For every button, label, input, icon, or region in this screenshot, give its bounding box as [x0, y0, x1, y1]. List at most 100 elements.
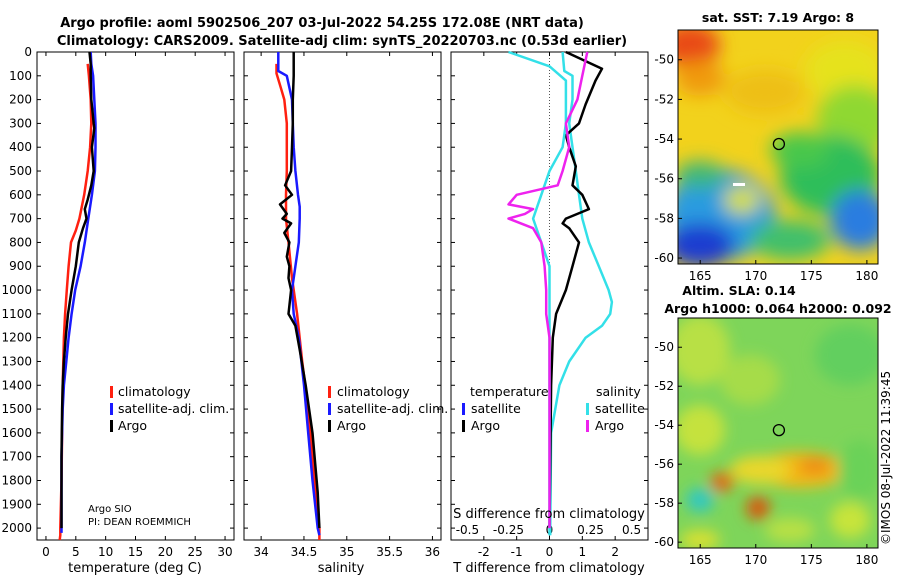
- salinity-legend: climatology satellite-adj. clim. Argo: [328, 384, 448, 433]
- sla-map-title: Altim. SLA: 0.14: [682, 283, 796, 298]
- salinity-axes-frame: [243, 51, 442, 541]
- x-tick-label: -1: [511, 545, 523, 559]
- legend-marker-climatology: [110, 386, 113, 398]
- y-tick-label: 300: [9, 116, 32, 130]
- map-y-tick-label: -60: [654, 535, 674, 549]
- y-tick-label: 1100: [1, 307, 32, 321]
- legend-label-t-argo: Argo: [471, 418, 500, 433]
- y-tick-label: 700: [9, 212, 32, 226]
- difference-depth-ticks: [451, 51, 648, 529]
- map-y-tick-label: -60: [654, 251, 674, 265]
- x-tick-label: 34: [253, 545, 268, 559]
- x-tick-label: 35: [339, 545, 354, 559]
- salinity-panel: 34 34.5 35 35.5 36 salinity climatology sate…: [243, 51, 448, 576]
- y-tick-label: 1700: [1, 450, 32, 464]
- sla-map-field: [678, 318, 878, 548]
- temperature-panel: 0100200300400500600700800900100011001200…: [1, 45, 235, 576]
- map-x-tick-label: 175: [800, 269, 823, 283]
- x-tick-label: 36: [425, 545, 440, 559]
- map-y-tick-label: -54: [654, 132, 674, 146]
- legend-marker-argo: [110, 420, 113, 432]
- legend-label-argo: Argo: [118, 418, 147, 433]
- map-y-tick-label: -52: [654, 379, 674, 393]
- x2-tick-label: -0.5: [456, 523, 479, 537]
- series-line-salinity-argo: [507, 51, 589, 529]
- x-tick-label: 25: [188, 545, 203, 559]
- map-x-tick-label: 170: [744, 269, 767, 283]
- legend-marker-s-satellite: [586, 403, 589, 415]
- legend-marker-climatology: [328, 386, 331, 398]
- argo-position-marker: [772, 137, 786, 151]
- x-tick-label: 20: [158, 545, 173, 559]
- x-tick-label: 35.5: [376, 545, 403, 559]
- map-y-tick-label: -56: [654, 172, 674, 186]
- y-tick-label: 2000: [1, 521, 32, 535]
- map-x-tick-label: 175: [800, 553, 823, 567]
- sst-map-frame: [677, 29, 879, 265]
- y-tick-label: 1600: [1, 426, 32, 440]
- title-line-1: Argo profile: aoml 5902506_207 03-Jul-20…: [60, 16, 584, 31]
- legend-label-s-satellite: satellite: [595, 401, 645, 416]
- y-tick-label: 1500: [1, 402, 32, 416]
- x2-tick-label: 0.5: [622, 523, 641, 537]
- x2-tick-label: -0.25: [493, 523, 524, 537]
- legend-label-s-argo: Argo: [595, 418, 624, 433]
- map-y-tick-label: -50: [654, 340, 674, 354]
- map-y-tick-label: -56: [654, 457, 674, 471]
- legend-label-satellite-adj: satellite-adj. clim.: [337, 401, 448, 416]
- y-tick-label: 800: [9, 235, 32, 249]
- map-y-tick-label: -58: [654, 211, 674, 225]
- x-tick-label: 34.5: [291, 545, 318, 559]
- y-tick-label: 1800: [1, 473, 32, 487]
- x2-tick-label: 0.25: [577, 523, 604, 537]
- legend-marker-satellite-adj: [328, 403, 331, 415]
- legend-marker-t-argo: [462, 420, 465, 432]
- legend-marker-s-argo: [586, 420, 589, 432]
- argo-position-marker: [772, 423, 786, 437]
- legend-label-climatology: climatology: [118, 384, 191, 399]
- legend-label-satellite-adj: satellite-adj. clim.: [118, 401, 229, 416]
- sla-map-ticks: 165 170 175 180 -50 -52 -54 -56 -58 -60: [654, 340, 878, 567]
- y-tick-label: 100: [9, 69, 32, 83]
- y-tick-label: 0: [24, 45, 32, 59]
- difference-lines: [507, 50, 614, 536]
- y-tick-label: 1300: [1, 354, 32, 368]
- x-tick-label: 2: [611, 545, 619, 559]
- copyright-timestamp: ©IMOS 08-Jul-2022 11:39:45: [879, 371, 893, 545]
- y-tick-label: 400: [9, 140, 32, 154]
- sst-map-ticks: 165 170 175 180 -50 -52 -54 -56 -58 -60: [654, 53, 878, 283]
- legend-marker-t-satellite: [462, 403, 465, 415]
- sla-map-panel: Altim. SLA: 0.14 Argo h1000: 0.064 h2000…: [654, 283, 891, 567]
- map-x-tick-label: 165: [689, 269, 712, 283]
- temperature-legend: climatology satellite-adj. clim. Argo: [110, 384, 229, 433]
- sla-map-subtitle: Argo h1000: 0.064 h2000: 0.092: [664, 301, 891, 316]
- sst-map-title: sat. SST: 7.19 Argo: 8: [702, 10, 854, 25]
- temperature-xlabel: temperature (deg C): [68, 561, 202, 576]
- legend-title-temperature: temperature: [470, 384, 549, 399]
- t-difference-xlabel: T difference from climatology: [452, 561, 645, 576]
- temperature-x-ticks: 0 5 10 15 20 25 30: [42, 52, 233, 559]
- map-x-tick-label: 180: [855, 269, 878, 283]
- y-tick-label: 1000: [1, 283, 32, 297]
- x-tick-label: 10: [98, 545, 113, 559]
- credit-float: Argo SIO: [88, 504, 132, 515]
- difference-panel: -2 -1 0 1 2-0.5 -0.25 0 0.25 0.5 T difference fr…: [450, 50, 649, 576]
- x-tick-label: 1: [579, 545, 587, 559]
- x-tick-label: -2: [478, 545, 490, 559]
- salinity-xlabel: salinity: [318, 561, 365, 576]
- map-x-tick-label: 170: [744, 553, 767, 567]
- map-y-tick-label: -58: [654, 496, 674, 510]
- sst-map-panel: sat. SST: 7.19 Argo: 8 165 170: [654, 10, 879, 283]
- map-x-tick-label: 180: [855, 553, 878, 567]
- legend-marker-satellite-adj: [110, 403, 113, 415]
- depth-ticks: 0 100 200 300 400 500 600 700 800 900 1000 1100 1200…: [1, 45, 234, 535]
- s-difference-xlabel: S difference from climatology: [453, 507, 645, 522]
- title-line-2: Climatology: CARS2009. Satellite-adj cli…: [57, 34, 627, 49]
- salinity-depth-ticks: [244, 51, 441, 529]
- map-y-tick-label: -54: [654, 418, 674, 432]
- y-tick-label: 600: [9, 188, 32, 202]
- x-tick-label: 15: [128, 545, 143, 559]
- temperature-lines: [58, 51, 97, 541]
- x-tick-label: 30: [217, 545, 232, 559]
